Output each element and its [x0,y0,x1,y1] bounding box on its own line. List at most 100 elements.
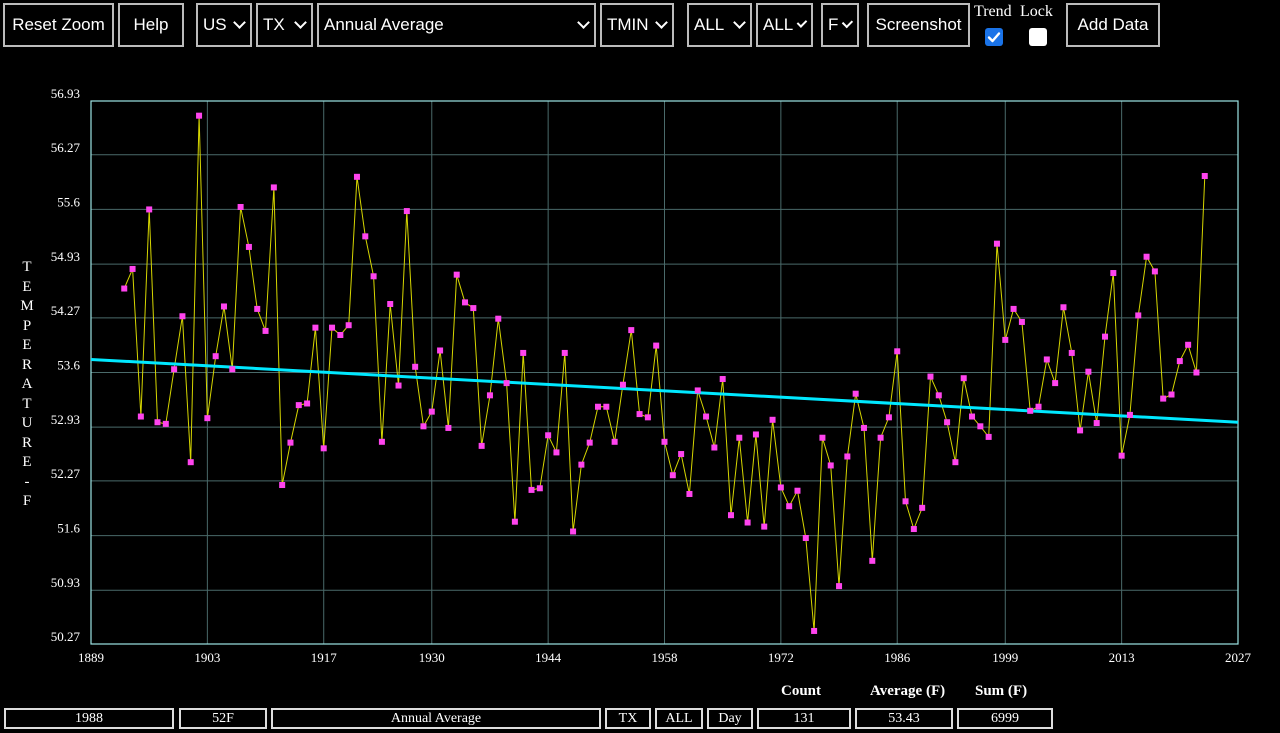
data-point[interactable] [437,347,444,354]
data-point[interactable] [1160,395,1167,402]
data-point[interactable] [985,433,992,440]
data-point[interactable] [212,353,219,360]
data-point[interactable] [619,381,626,388]
data-point[interactable] [137,413,144,420]
data-point[interactable] [171,366,178,373]
data-point[interactable] [345,322,352,329]
data-point[interactable] [545,432,552,439]
data-point[interactable] [1018,318,1025,325]
data-point[interactable] [1085,368,1092,375]
data-point[interactable] [420,423,427,430]
data-point[interactable] [910,526,917,533]
data-point[interactable] [353,173,360,180]
data-point[interactable] [644,414,651,421]
data-point[interactable] [245,243,252,250]
data-point[interactable] [869,557,876,564]
country-select[interactable]: US [196,3,252,47]
data-point[interactable] [794,487,801,494]
data-point[interactable] [387,301,394,308]
data-point[interactable] [1027,407,1034,414]
data-point[interactable] [162,420,169,427]
data-point[interactable] [1110,270,1117,277]
data-point[interactable] [412,363,419,370]
data-point[interactable] [520,349,527,356]
data-point[interactable] [229,366,236,373]
data-point[interactable] [146,206,153,213]
data-point[interactable] [1135,312,1142,319]
data-point[interactable] [295,402,302,409]
data-point[interactable] [270,184,277,191]
element-select[interactable]: TMIN [600,3,674,47]
data-point[interactable] [154,419,161,426]
data-point[interactable] [220,303,227,310]
data-point[interactable] [678,451,685,458]
data-point[interactable] [752,431,759,438]
data-point[interactable] [636,411,643,418]
data-point[interactable] [428,408,435,415]
data-point[interactable] [1201,173,1208,180]
data-point[interactable] [877,434,884,441]
data-point[interactable] [611,438,618,445]
data-point[interactable] [403,208,410,215]
period-select[interactable]: Annual Average [317,3,596,47]
data-point[interactable] [320,445,327,452]
data-point[interactable] [844,453,851,460]
data-point[interactable] [935,392,942,399]
data-point[interactable] [727,512,734,519]
data-point[interactable] [919,504,926,511]
data-point[interactable] [329,324,336,331]
data-point[interactable] [744,519,751,526]
data-point[interactable] [254,305,261,312]
data-point[interactable] [719,376,726,383]
data-point[interactable] [960,375,967,382]
data-point[interactable] [237,203,244,210]
reset-zoom-button[interactable]: Reset Zoom [3,3,114,47]
data-point[interactable] [952,459,959,466]
data-point[interactable] [686,490,693,497]
state-select[interactable]: TX [256,3,313,47]
screenshot-button[interactable]: Screenshot [867,3,970,47]
data-point[interactable] [511,518,518,525]
data-point[interactable] [1052,380,1059,387]
data-point[interactable] [777,484,784,491]
data-point[interactable] [279,482,286,489]
data-point[interactable] [553,449,560,456]
data-point[interactable] [786,503,793,510]
data-point[interactable] [179,313,186,320]
data-point[interactable] [1035,403,1042,410]
lock-checkbox[interactable] [1029,28,1047,46]
data-point[interactable] [628,327,635,334]
data-point[interactable] [1126,411,1133,418]
data-point[interactable] [1060,304,1067,311]
data-point[interactable] [503,380,510,387]
data-point[interactable] [312,324,319,331]
data-point[interactable] [969,413,976,420]
data-point[interactable] [1151,268,1158,275]
data-point[interactable] [495,315,502,322]
data-point[interactable] [836,583,843,590]
data-point[interactable] [769,416,776,423]
data-point[interactable] [694,387,701,394]
data-point[interactable] [819,434,826,441]
data-point[interactable] [902,498,909,505]
data-point[interactable] [395,382,402,389]
data-point[interactable] [586,439,593,446]
data-point[interactable] [362,233,369,240]
data-point[interactable] [370,273,377,280]
data-point[interactable] [703,413,710,420]
data-point[interactable] [595,403,602,410]
data-point[interactable] [603,403,610,410]
data-point[interactable] [977,423,984,430]
filter1-select[interactable]: ALL [687,3,752,47]
data-point[interactable] [528,486,535,493]
data-point[interactable] [378,438,385,445]
filter2-select[interactable]: ALL [756,3,813,47]
data-point[interactable] [570,528,577,535]
data-point[interactable] [1002,336,1009,343]
data-point[interactable] [486,392,493,399]
data-point[interactable] [1068,349,1075,356]
data-point[interactable] [578,461,585,468]
data-point[interactable] [736,434,743,441]
temperature-chart[interactable]: 1889 1903 1917 1930 1944 1958 1972 1986 1999 2013… [0,0,1280,680]
data-point[interactable] [204,415,211,422]
